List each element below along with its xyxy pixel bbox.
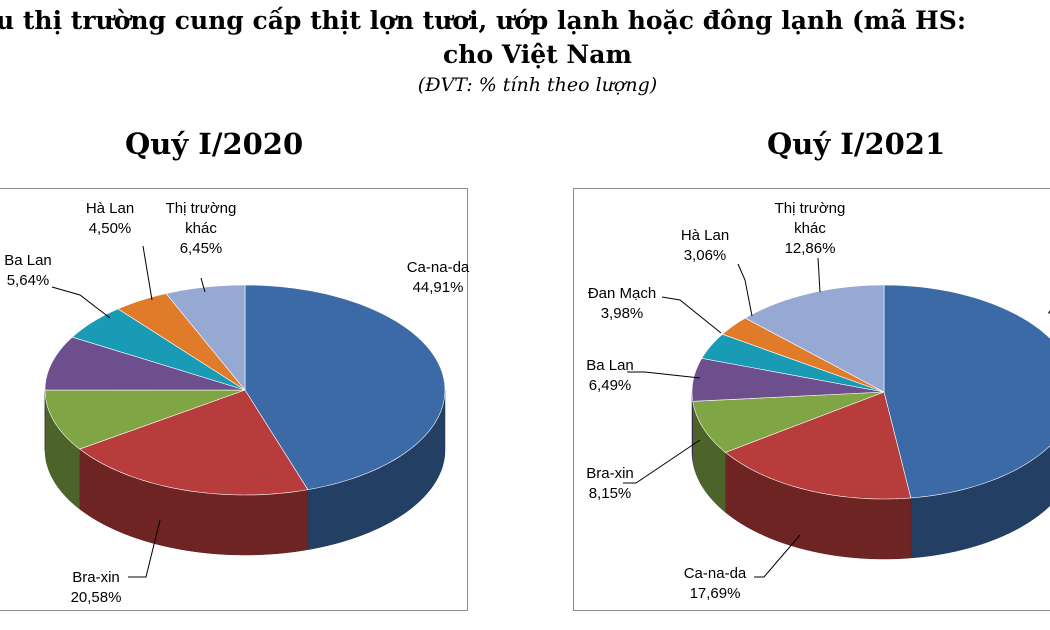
slice-label-1-0: Ca-na-da: [684, 565, 747, 582]
slice-label-3-0: Ba Lan: [586, 357, 634, 374]
leader-line-1: [754, 534, 801, 578]
slice-label-0-0: 4: [1048, 303, 1050, 320]
leader-line-1: [128, 519, 161, 578]
slice-label-5-0: Hà Lan: [681, 227, 729, 244]
pie-slice-0: [883, 284, 1050, 499]
slice-label-0-0: Ca-na-da: [407, 259, 470, 276]
figure-title: u thị trường cung cấp thịt lợn tươi, ướp…: [0, 6, 1050, 40]
leader-line-6: [200, 277, 206, 293]
pie-slice-2: [692, 391, 885, 453]
leader-line-2: [623, 439, 701, 484]
leader-line-4: [661, 296, 722, 334]
slice-label-1-1: 17,69%: [690, 585, 741, 602]
slice-label-5-1: 3,06%: [684, 247, 727, 264]
slice-label-6-0: Thị trường: [775, 200, 846, 217]
pie-slice-0: [244, 284, 446, 491]
pie-slice-5: [117, 293, 246, 391]
pie-slice-4: [71, 308, 246, 391]
figure-title-line1: u thị trường cung cấp thịt lợn tươi, ướp…: [0, 6, 967, 35]
pie-slice-3: [691, 357, 885, 402]
pie-slice-1: [79, 389, 309, 496]
slice-label-6-2: 6,45%: [180, 240, 223, 257]
pie-chart-2021: 4 Ca-na-da 17,69% Bra-xin 8,15% Ba Lan 6,49% Đa…: [586, 200, 1050, 602]
slice-label-4-1: 5,64%: [7, 272, 50, 289]
pie-slice-4: [701, 333, 885, 393]
slice-label-5-1: 4,50%: [89, 220, 132, 237]
slice-label-4-0: Đan Mạch: [588, 285, 656, 302]
slice-label-2-0: Bra-xin: [586, 465, 634, 482]
slice-label-1-1: 20,58%: [71, 589, 122, 606]
pie-top: [44, 284, 446, 496]
slice-label-6-1: khác: [794, 220, 826, 237]
leader-line-6: [817, 257, 821, 293]
pie-labels: 4 Ca-na-da 17,69% Bra-xin 8,15% Ba Lan 6,49% Đa…: [586, 200, 1050, 602]
slice-label-6-2: 12,86%: [785, 240, 836, 257]
slice-label-0-1: 44,91%: [413, 279, 464, 296]
leader-line-3: [627, 371, 701, 379]
slice-label-6-0: Thị trường: [166, 200, 237, 217]
unit-note: (ĐVT: % tính theo lượng): [417, 74, 658, 96]
leader-line-4: [51, 286, 111, 319]
slice-label-2-1: 8,15%: [589, 485, 632, 502]
pie-chart-2020: Ca-na-da 44,91% Bra-xin 20,58% Ba Lan 5,64% Hà…: [4, 200, 470, 606]
pie-slice-5: [721, 317, 885, 393]
slice-label-1-0: Bra-xin: [72, 569, 120, 586]
slice-label-4-0: Ba Lan: [4, 252, 52, 269]
chart-title-2021: Quý I/2021: [767, 127, 946, 161]
pie-slice-6: [744, 284, 885, 393]
slice-label-6-1: khác: [185, 220, 217, 237]
slice-label-4-1: 3,98%: [601, 305, 644, 322]
leader-line-5: [142, 245, 153, 301]
leader-line-5: [737, 263, 753, 317]
pie-slice-1: [724, 391, 912, 500]
figure-title-line2: cho Việt Nam: [443, 40, 632, 69]
slice-label-5-0: Hà Lan: [86, 200, 134, 217]
pie-slice-3: [44, 336, 246, 391]
pie-slice-6: [165, 284, 246, 391]
pie-top: [691, 284, 1050, 500]
slice-label-3-1: 6,49%: [589, 377, 632, 394]
pie-labels: Ca-na-da 44,91% Bra-xin 20,58% Ba Lan 5,64% Hà…: [4, 200, 470, 606]
chart-title-2020: Quý I/2020: [125, 127, 304, 161]
pie-slice-2: [44, 389, 246, 450]
